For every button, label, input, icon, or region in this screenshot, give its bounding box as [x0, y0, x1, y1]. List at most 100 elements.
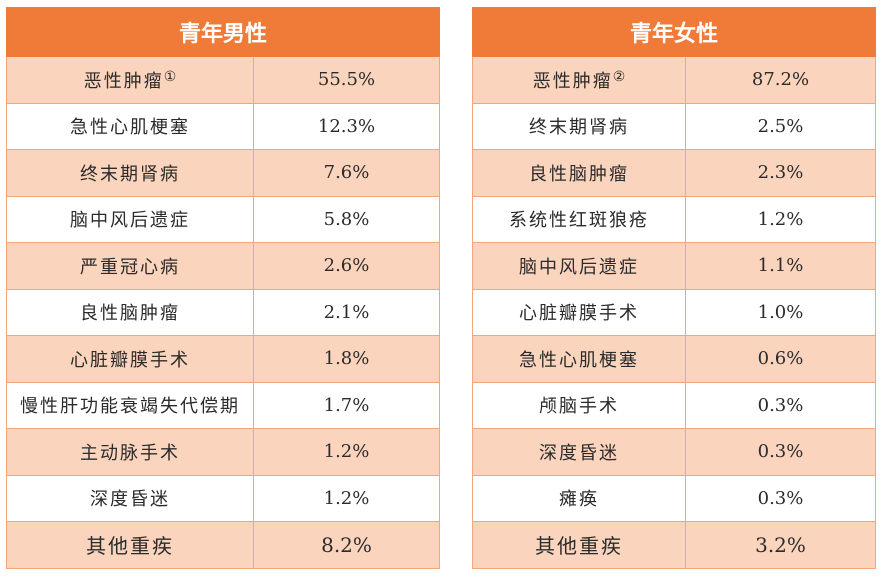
percentage-cell: 0.6%: [685, 335, 876, 383]
disease-name-cell: 恶性肿瘤②: [472, 56, 686, 104]
disease-name-cell: 主动脉手术: [6, 428, 254, 476]
table-row: 深度昏迷 1.2%: [6, 474, 440, 522]
male-table-body: 恶性肿瘤① 55.5% 急性心肌梗塞 12.3% 终末期肾病 7.6% 脑中风后遗症 5.8%…: [6, 56, 440, 569]
female-table-title: 青年女性: [472, 7, 876, 57]
disease-name-cell: 系统性红斑狼疮: [472, 195, 686, 243]
table-row: 急性心肌梗塞 12.3%: [6, 102, 440, 150]
table-row: 其他重疾 3.2%: [472, 521, 876, 569]
table-row: 良性脑肿瘤 2.1%: [6, 288, 440, 336]
table-row: 其他重疾 8.2%: [6, 521, 440, 569]
female-table-panel: 青年女性 恶性肿瘤② 87.2% 终末期肾病 2.5% 良性脑肿瘤 2.3% 系统性红斑狼疮…: [472, 7, 876, 569]
disease-name-cell: 心脏瓣膜手术: [472, 288, 686, 336]
disease-name-cell: 终末期肾病: [6, 149, 254, 197]
disease-name: 慢性肝功能衰竭失代偿期: [20, 396, 240, 418]
percentage-cell: 1.2%: [253, 474, 440, 522]
disease-name: 深度昏迷: [539, 442, 619, 464]
disease-name-cell: 脑中风后遗症: [6, 195, 254, 243]
table-row: 脑中风后遗症 1.1%: [472, 242, 876, 290]
table-row: 慢性肝功能衰竭失代偿期 1.7%: [6, 381, 440, 429]
disease-name-cell: 其他重疾: [6, 521, 254, 569]
female-table-body: 恶性肿瘤② 87.2% 终末期肾病 2.5% 良性脑肿瘤 2.3% 系统性红斑狼疮 1.2% 脑…: [472, 56, 876, 569]
disease-name-cell: 深度昏迷: [6, 474, 254, 522]
disease-name: 严重冠心病: [80, 256, 180, 278]
disease-name: 恶性肿瘤: [83, 70, 164, 92]
percentage-cell: 55.5%: [253, 56, 440, 104]
percentage-cell: 8.2%: [253, 521, 440, 569]
disease-name-cell: 恶性肿瘤①: [6, 56, 254, 104]
table-row: 心脏瓣膜手术 1.8%: [6, 335, 440, 383]
disease-name-cell: 终末期肾病: [472, 102, 686, 150]
disease-name: 深度昏迷: [90, 489, 170, 511]
disease-name: 终末期肾病: [529, 117, 629, 139]
disease-name-cell: 慢性肝功能衰竭失代偿期: [6, 381, 254, 429]
percentage-cell: 0.3%: [685, 381, 876, 429]
disease-name: 脑中风后遗症: [70, 210, 190, 232]
percentage-cell: 2.6%: [253, 242, 440, 290]
percentage-cell: 1.0%: [685, 288, 876, 336]
disease-name: 良性脑肿瘤: [80, 303, 180, 325]
disease-name: 其他重疾: [86, 534, 174, 559]
percentage-cell: 0.3%: [685, 474, 876, 522]
male-table-header-row: 青年男性: [6, 7, 440, 57]
female-table-header-row: 青年女性: [472, 7, 876, 57]
female-disease-table: 青年女性 恶性肿瘤② 87.2% 终末期肾病 2.5% 良性脑肿瘤 2.3% 系统性红斑狼疮…: [472, 7, 876, 569]
male-disease-table: 青年男性 恶性肿瘤① 55.5% 急性心肌梗塞 12.3% 终末期肾病 7.6% 脑中风后遗…: [6, 7, 440, 569]
male-table-title: 青年男性: [6, 7, 440, 57]
table-row: 恶性肿瘤① 55.5%: [6, 56, 440, 104]
disease-name-cell: 严重冠心病: [6, 242, 254, 290]
percentage-cell: 1.2%: [253, 428, 440, 476]
table-row: 颅脑手术 0.3%: [472, 381, 876, 429]
disease-name: 颅脑手术: [539, 396, 619, 418]
table-row: 系统性红斑狼疮 1.2%: [472, 195, 876, 243]
disease-name: 急性心肌梗塞: [519, 349, 639, 371]
percentage-cell: 2.1%: [253, 288, 440, 336]
disease-name-cell: 颅脑手术: [472, 381, 686, 429]
table-row: 心脏瓣膜手术 1.0%: [472, 288, 876, 336]
table-row: 瘫痪 0.3%: [472, 474, 876, 522]
percentage-cell: 12.3%: [253, 102, 440, 150]
table-row: 良性脑肿瘤 2.3%: [472, 149, 876, 197]
percentage-cell: 5.8%: [253, 195, 440, 243]
table-row: 终末期肾病 2.5%: [472, 102, 876, 150]
disease-name: 恶性肿瘤: [532, 70, 613, 92]
disease-name-cell: 心脏瓣膜手术: [6, 335, 254, 383]
disease-name: 脑中风后遗症: [519, 256, 639, 278]
disease-name: 其他重疾: [535, 534, 623, 559]
table-row: 恶性肿瘤② 87.2%: [472, 56, 876, 104]
table-row: 脑中风后遗症 5.8%: [6, 195, 440, 243]
table-row: 深度昏迷 0.3%: [472, 428, 876, 476]
percentage-cell: 1.8%: [253, 335, 440, 383]
disease-name: 系统性红斑狼疮: [509, 210, 649, 232]
percentage-cell: 1.2%: [685, 195, 876, 243]
percentage-cell: 87.2%: [685, 56, 876, 104]
table-row: 终末期肾病 7.6%: [6, 149, 440, 197]
footnote-marker: ②: [612, 68, 626, 85]
footnote-marker: ①: [163, 68, 177, 85]
disease-name-cell: 急性心肌梗塞: [472, 335, 686, 383]
disease-name-cell: 脑中风后遗症: [472, 242, 686, 290]
table-row: 严重冠心病 2.6%: [6, 242, 440, 290]
percentage-cell: 1.7%: [253, 381, 440, 429]
disease-name: 良性脑肿瘤: [529, 163, 629, 185]
disease-name: 心脏瓣膜手术: [519, 303, 639, 325]
percentage-cell: 2.3%: [685, 149, 876, 197]
percentage-cell: 0.3%: [685, 428, 876, 476]
percentage-cell: 3.2%: [685, 521, 876, 569]
disease-name: 急性心肌梗塞: [70, 117, 190, 139]
disease-name: 主动脉手术: [80, 442, 180, 464]
disease-name: 心脏瓣膜手术: [70, 349, 190, 371]
disease-name: 终末期肾病: [80, 163, 180, 185]
disease-name-cell: 良性脑肿瘤: [472, 149, 686, 197]
male-table-panel: 青年男性 恶性肿瘤① 55.5% 急性心肌梗塞 12.3% 终末期肾病 7.6% 脑中风后遗…: [6, 7, 440, 569]
disease-name-cell: 其他重疾: [472, 521, 686, 569]
percentage-cell: 2.5%: [685, 102, 876, 150]
percentage-cell: 7.6%: [253, 149, 440, 197]
table-row: 急性心肌梗塞 0.6%: [472, 335, 876, 383]
disease-name-cell: 深度昏迷: [472, 428, 686, 476]
disease-name-cell: 良性脑肿瘤: [6, 288, 254, 336]
disease-name-cell: 急性心肌梗塞: [6, 102, 254, 150]
disease-name-cell: 瘫痪: [472, 474, 686, 522]
percentage-cell: 1.1%: [685, 242, 876, 290]
disease-name: 瘫痪: [559, 489, 599, 511]
table-row: 主动脉手术 1.2%: [6, 428, 440, 476]
